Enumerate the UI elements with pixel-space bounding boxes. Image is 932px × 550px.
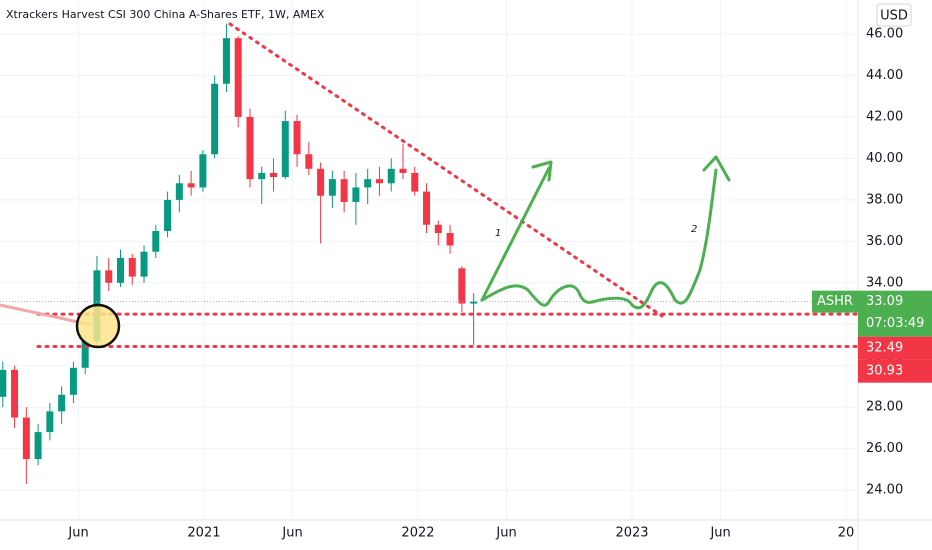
y-tick-label: 34.00 <box>866 275 903 290</box>
candle-body <box>46 411 54 433</box>
price-label: 33.09 <box>866 294 903 309</box>
candle-body <box>387 168 395 184</box>
candle-body <box>105 270 113 283</box>
candle-body <box>305 154 313 169</box>
candle-body <box>81 340 89 368</box>
arrow-1 <box>480 166 551 302</box>
x-tick-label: Jun <box>281 526 302 541</box>
candle-body <box>270 172 278 178</box>
candle-body <box>0 369 7 397</box>
currency-box[interactable] <box>876 3 912 27</box>
level-label: 32.49 <box>866 341 903 356</box>
x-tick-label: 20 <box>838 526 855 541</box>
candle-body <box>352 187 360 202</box>
candle-body <box>69 367 77 395</box>
candle-body <box>423 191 431 225</box>
level-label-box <box>858 359 932 383</box>
candle-body <box>364 179 372 188</box>
y-tick-label: 24.00 <box>866 483 903 498</box>
candle-body <box>281 121 289 178</box>
candle-body <box>58 394 66 412</box>
highlight-circle <box>75 303 121 349</box>
y-tick-label: 40.00 <box>866 151 903 166</box>
price-label-box <box>858 290 932 337</box>
candle-body <box>11 369 19 418</box>
candle-body <box>458 268 466 304</box>
annotation: 1 <box>495 228 501 239</box>
x-tick-label: Jun <box>709 526 730 541</box>
arrow-2-head <box>702 155 731 182</box>
annotation: 2 <box>691 224 697 235</box>
x-tick-label: Jun <box>67 526 88 541</box>
candle-body <box>411 172 419 192</box>
candle-body <box>246 116 254 180</box>
candle-body <box>164 199 172 231</box>
candle-body <box>293 121 301 155</box>
candle-body <box>317 168 325 196</box>
candle-body <box>399 168 407 173</box>
candle-body <box>140 251 148 277</box>
x-tick-label: Jun <box>495 526 516 541</box>
candle-body <box>116 257 124 283</box>
trend-line <box>228 22 664 318</box>
candle-body <box>187 183 195 188</box>
path-2 <box>480 168 718 310</box>
candle-body <box>199 154 207 188</box>
y-tick-label: 38.00 <box>866 192 903 207</box>
projection-drawings <box>480 155 731 310</box>
symbol-label: ASHR <box>817 294 853 309</box>
y-tick-label: 42.00 <box>866 109 903 124</box>
y-tick-label: 44.00 <box>866 68 903 83</box>
candle-body <box>222 38 230 84</box>
level-label-box <box>858 336 932 360</box>
candle-body <box>128 257 136 277</box>
candle-body <box>22 417 30 460</box>
symbol-label-box <box>812 290 858 313</box>
x-tick-label: 2022 <box>401 526 434 541</box>
candle-body <box>470 301 478 304</box>
candle-body <box>340 179 348 202</box>
candle-body <box>34 432 42 460</box>
chart-title: Xtrackers Harvest CSI 300 China A-Shares… <box>6 8 325 21</box>
candle-body <box>328 179 336 196</box>
x-tick-label: 2021 <box>187 526 220 541</box>
countdown-label: 07:03:49 <box>866 316 924 331</box>
candle-body <box>234 38 242 117</box>
y-tick-label: 26.00 <box>866 441 903 456</box>
y-tick-label: 36.00 <box>866 234 903 249</box>
arrow-1-head <box>531 160 553 182</box>
candle-body <box>434 224 442 234</box>
y-tick-label: 28.00 <box>866 400 903 415</box>
candle-body <box>258 172 266 180</box>
candle-body <box>375 179 383 184</box>
candle-body <box>175 183 183 200</box>
candle-body <box>152 230 160 252</box>
level-label: 30.93 <box>866 364 903 379</box>
currency[interactable]: USD <box>880 9 908 24</box>
candle-body <box>446 233 454 246</box>
y-tick-label: 46.00 <box>866 27 903 42</box>
x-tick-label: 2023 <box>615 526 648 541</box>
candle-body <box>211 83 219 155</box>
